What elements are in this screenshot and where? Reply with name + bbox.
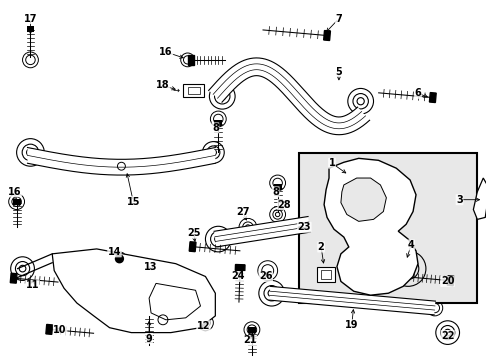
Polygon shape [472, 178, 486, 219]
Text: 2: 2 [317, 242, 324, 252]
Polygon shape [52, 249, 215, 333]
Polygon shape [268, 286, 434, 315]
Text: 13: 13 [144, 262, 158, 272]
Bar [214, 120, 222, 126]
Circle shape [115, 255, 123, 263]
Text: 14: 14 [107, 247, 121, 257]
Bar [183, 85, 204, 97]
Text: 1: 1 [328, 158, 335, 168]
Text: 5: 5 [335, 67, 342, 77]
Polygon shape [187, 55, 193, 64]
Text: 8: 8 [211, 123, 218, 133]
Polygon shape [340, 178, 386, 221]
Text: 6: 6 [414, 88, 421, 98]
Text: 16: 16 [159, 47, 172, 57]
Text: 17: 17 [23, 14, 37, 23]
Text: 3: 3 [455, 195, 462, 205]
Bar [317, 267, 334, 282]
Text: 16: 16 [8, 187, 21, 197]
Text: →: → [172, 86, 180, 95]
Bar [13, 199, 20, 204]
Text: 19: 19 [345, 320, 358, 330]
Polygon shape [323, 31, 330, 40]
Text: 18: 18 [156, 81, 169, 90]
Bar [299, 153, 476, 303]
Bar [187, 87, 199, 94]
Text: 25: 25 [186, 228, 200, 238]
Text: 27: 27 [236, 207, 249, 217]
Text: 24: 24 [231, 271, 244, 282]
Bar [321, 270, 330, 279]
Polygon shape [324, 158, 417, 295]
Bar [247, 327, 255, 333]
Text: 4: 4 [407, 240, 414, 250]
Polygon shape [10, 273, 17, 283]
Bar [273, 184, 281, 190]
Polygon shape [27, 148, 215, 175]
Text: 10: 10 [53, 325, 67, 335]
Polygon shape [149, 283, 200, 320]
Text: 21: 21 [243, 336, 256, 346]
Text: 22: 22 [440, 330, 453, 341]
Polygon shape [46, 324, 53, 334]
Polygon shape [447, 276, 453, 285]
Text: 9: 9 [145, 333, 152, 343]
Polygon shape [428, 93, 435, 103]
Text: 15: 15 [126, 197, 140, 207]
Polygon shape [214, 216, 310, 247]
Text: 8: 8 [272, 187, 279, 197]
Polygon shape [208, 58, 369, 135]
Text: 20: 20 [440, 276, 453, 287]
Polygon shape [189, 242, 196, 252]
Bar [145, 315, 153, 321]
Text: 23: 23 [297, 222, 310, 232]
Text: 11: 11 [26, 280, 39, 291]
Text: 28: 28 [277, 199, 291, 210]
Bar [26, 26, 34, 32]
Polygon shape [235, 265, 244, 271]
Text: 26: 26 [259, 271, 272, 282]
Text: 7: 7 [335, 14, 342, 23]
Text: 12: 12 [196, 321, 210, 331]
